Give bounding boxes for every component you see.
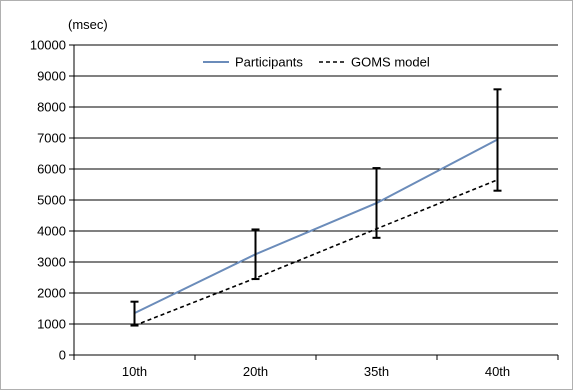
axes — [69, 44, 559, 360]
x-tick-label: 35th — [364, 364, 389, 379]
error-bar — [130, 300, 139, 327]
gridlines — [74, 44, 558, 325]
y-tick-label: 4000 — [37, 224, 66, 239]
x-tick-labels: 10th 20th 35th 40th — [122, 364, 510, 379]
error-bars — [130, 88, 502, 327]
y-tick-label: 8000 — [37, 100, 66, 115]
y-tick-label: 2000 — [37, 286, 66, 301]
legend-label: Participants — [235, 55, 303, 70]
x-tick-label: 20th — [243, 364, 268, 379]
y-unit-label: (msec) — [68, 17, 108, 32]
legend-label: GOMS model — [351, 55, 430, 70]
x-tick-label: 10th — [122, 364, 147, 379]
y-tick-labels: 0 1000 2000 3000 4000 5000 6000 7000 8000 9000 100… — [30, 38, 66, 363]
y-tick-label: 10000 — [30, 38, 66, 53]
series-lines — [134, 138, 498, 327]
error-bar — [251, 228, 260, 281]
error-bar — [372, 167, 381, 239]
y-tick-label: 3000 — [37, 255, 66, 270]
series-line-goms-model — [134, 179, 498, 327]
y-tick-label: 1000 — [37, 317, 66, 332]
y-tick-label: 0 — [59, 348, 66, 363]
legend: Participants GOMS model — [203, 55, 430, 70]
error-bar — [493, 88, 502, 192]
series-line-participants — [134, 138, 498, 315]
y-tick-label: 9000 — [37, 69, 66, 84]
x-tick-label: 40th — [485, 364, 510, 379]
y-tick-label: 5000 — [37, 193, 66, 208]
y-tick-label: 6000 — [37, 162, 66, 177]
y-tick-label: 7000 — [37, 131, 66, 146]
